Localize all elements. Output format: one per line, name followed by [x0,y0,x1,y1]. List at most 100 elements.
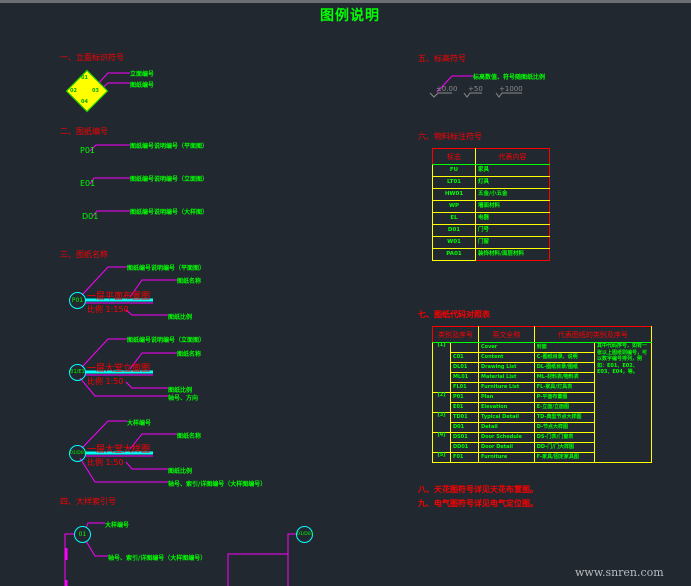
chinese-description: 封面 [533,342,596,353]
english-name: Typical Detail [478,412,535,423]
drawing-code: E01 [80,179,96,188]
label: 大样编号 [105,522,130,529]
section-3-heading: 三、图纸名称 [60,250,108,259]
code-note: 其中代码序号，如有一张以上图纸则编号，可以数字编号排列，例如：E01、E02、E… [594,342,652,463]
symbol-text: 02 [70,88,77,94]
leader-line [81,266,127,296]
table-row: [1] Cover 封面 其中代码序号，如有一张以上图纸则编号，可以数字编号排列，例如… [431,342,652,463]
drawing-code: D01 [450,422,480,433]
column-header: 代表内容 [475,148,550,165]
drawing-symbol: 01/E1 [69,364,86,381]
drawing-code: D01 [82,212,99,221]
drawing-code-table: 类别及序号 英文全称 代表图纸的类别及序号 [1] Cover 封面 其中代码序号，如… [431,326,653,463]
table-row: EL 电器 [432,212,550,225]
drawing-scale: 比例 1:50 [87,458,124,467]
material-content: 五金/小五金 [475,188,550,201]
table-row: WP 墙面材料 [432,200,550,213]
leader-line [436,75,473,93]
elevation-mark [463,92,482,98]
drawing-code: DL01 [450,362,480,373]
drawing-scale: 比例 1:50 [87,377,124,386]
category-number: [2] [431,392,452,413]
label: 图纸比例 [168,314,193,321]
leader-line [85,522,105,529]
english-name: Plan [478,392,535,403]
leader-line [125,381,168,389]
drawing-code: TD01 [450,412,480,423]
drawing-code: DS01 [450,432,480,443]
category-number: [4] [431,432,452,453]
label: 轴号、方向 [168,395,199,402]
chinese-description: DD-门/门大样图 [533,442,596,453]
label: 图纸名称 [177,278,202,285]
drawing-scale: 比例 1:150 [87,305,129,314]
label: 图纸比例 [168,387,193,394]
leader-line [287,533,296,586]
chinese-description: D-节点大样图 [533,422,596,433]
detail-index-symbol: 01/D01 [296,526,313,543]
label: 图纸比例 [168,468,193,475]
section-5-heading: 五、标高符号 [418,54,466,63]
leader-line [89,144,130,152]
table-row: W01 门窗 [432,236,550,249]
drawing-symbol: P01 [69,292,86,309]
section-9-note: 九、电气图符号详见电气定位图。 [418,499,538,508]
leader-line [129,433,177,450]
section-1-heading: 一、立面标识符号 [60,53,124,62]
drawing-name: 一层平面布置图 [87,292,151,302]
elevation-value: ±0.00 [436,85,458,93]
category-number: [1] [431,342,452,393]
section-7-heading: 七、图纸代码对照表 [418,310,490,319]
leader-line [85,540,108,557]
material-symbol: FU [432,164,476,177]
label: 图纸编号说明编号（平面图） [127,265,206,272]
label: 立面编号 [130,71,155,78]
label: 图纸名称 [177,433,202,440]
table-row: PA01 装饰材料/面层材料 [432,248,550,261]
material-symbol: EL [432,212,476,225]
english-name: Door Schedule [478,432,535,443]
leader-line [64,533,74,586]
leader-line [81,420,127,449]
drawing-code: ML01 [450,372,480,383]
watermark: www.snren.com [575,566,664,579]
english-name: Content [478,352,535,363]
table-row: D01 门号 [432,224,550,237]
leader-line [129,279,177,298]
leader-line [129,352,177,370]
symbol-text: 03 [92,88,99,94]
leader-line [89,177,130,185]
column-header: 类别及序号 [432,326,480,343]
english-name: Detail [478,422,535,433]
section-4-heading: 四、大样索引号 [60,497,116,506]
material-symbol: D01 [432,224,476,237]
chinese-description: DS-门表/门窗表 [533,432,596,443]
table-row: HW01 五金/小五金 [432,188,550,201]
chinese-description: ML-材料表/物料表 [533,372,596,383]
window-top-bar [0,0,691,3]
leader-line [79,377,168,397]
label: 图纸编号说明编号（大样图） [130,209,209,216]
category-number: [5] [431,452,452,463]
table-row: [5] F01 Furniture F-家具/固定家具图 [431,452,652,463]
leader-line [125,461,168,470]
material-symbol: HW01 [432,188,476,201]
material-content: 电器 [475,212,550,225]
label: 图纸编号 [130,82,155,89]
label: 图纸编号说明编号（立面图） [127,337,206,344]
label: 标高数值、符号随图纸比例 [473,74,546,81]
elevation-mark [429,92,452,98]
drawing-name: 一层大堂大样图 [87,445,151,455]
english-name: Cover [478,342,535,353]
label: 图纸名称 [177,351,202,358]
chinese-description: C-图纸目录、说明 [533,352,596,363]
chinese-description: DL-图纸目录/图纸 [533,362,596,373]
material-symbol: W01 [432,236,476,249]
english-name: Door Detail [478,442,535,453]
drawing-code [450,342,480,353]
label: 轴号、索引/详图编号（大样图编号） [108,555,207,562]
leader-line [81,338,127,368]
english-name: Material List [478,372,535,383]
column-header: 代表图纸的类别及序号 [534,326,653,343]
